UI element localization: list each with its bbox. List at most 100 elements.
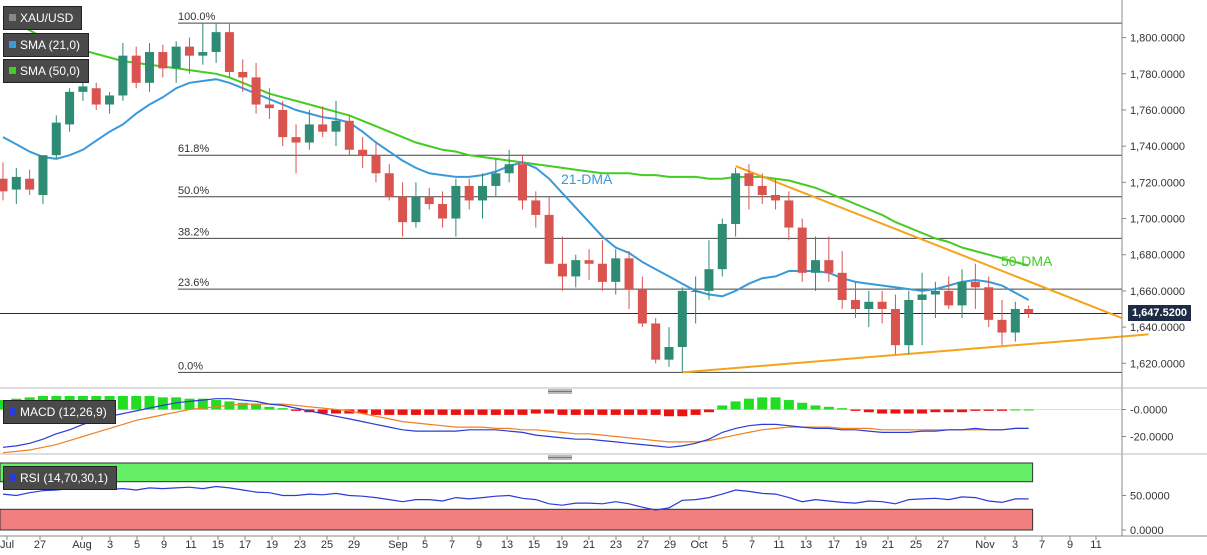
y-tick-label: 1,620.0000 [1130,358,1185,370]
candle-body [238,71,248,78]
legend-macd[interactable]: MACD (12,26,9) [3,400,116,424]
macd-histogram-bar [464,409,475,415]
macd-histogram-bar [957,409,968,413]
macd-histogram-bar [370,409,381,415]
x-tick-label: 23 [610,539,622,551]
rsi-oversold-band [0,508,1034,531]
x-tick-label: 17 [828,539,840,551]
trendline-support [682,333,1149,374]
macd-histogram-bar [277,408,288,410]
x-tick-label: 29 [348,539,360,551]
x-tick-label: 27 [34,539,46,551]
x-tick-label: 5 [722,539,728,551]
annotation-50dma: 50-DMA [1001,253,1053,269]
candle-body [837,272,847,300]
macd-histogram-bar [544,409,555,414]
macd-histogram-bar [184,398,195,410]
x-tick-label: 11 [773,539,784,551]
candle-body [944,290,954,306]
candle-body [251,77,261,105]
candle-body [557,263,567,277]
legend-sma21[interactable]: SMA (21,0) [3,33,90,57]
candle-body [864,301,874,309]
macd-histogram-bar [823,406,834,410]
candle-body [677,290,687,347]
macd-histogram-bar [557,409,568,415]
candle-body [1010,309,1020,333]
macd-histogram-bar [637,409,648,415]
macd-histogram-bar [1023,409,1034,411]
macd-histogram-bar [211,400,222,410]
candle-body [757,185,767,195]
rsi-y-tick-label: 50.0000 [1130,491,1170,503]
macd-histogram-bar [357,409,368,414]
x-tick-label: 3 [107,539,113,551]
macd-histogram-bar [397,409,408,415]
macd-histogram-bar [610,409,621,415]
candle-body [211,32,221,53]
candle-body [917,294,927,300]
x-tick-label: 17 [239,539,251,551]
candle-body [624,258,634,290]
candle-body [637,289,647,324]
candle-body [171,46,181,69]
rsi-overbought-band [0,462,1034,483]
macd-histogram-bar [171,397,182,410]
macd-histogram-bar [530,409,541,414]
macd-histogram-bar [331,409,341,414]
legend-rsi[interactable]: RSI (14,70,30,1) [3,466,118,490]
macd-histogram-bar [690,409,701,415]
candle-body [850,299,860,309]
candle-body [0,178,8,192]
macd-panel [0,396,1122,454]
macd-histogram-bar [344,409,355,414]
candle-body [478,185,488,201]
macd-histogram-bar [757,397,768,410]
macd-histogram-bar [437,409,448,415]
macd-y-tick-label: -0.0000 [1130,405,1167,417]
x-tick-label: Oct [690,539,707,551]
macd-histogram-bar [943,409,954,413]
macd-histogram-bar [703,409,714,413]
x-tick-label: 25 [321,539,333,551]
macd-histogram-bar [903,409,914,414]
candle-body [224,32,234,72]
candle-body [358,149,368,156]
macd-histogram-bar [650,409,661,415]
y-tick-label: 1,700.0000 [1130,214,1185,226]
y-tick-label: 1,740.0000 [1130,141,1185,153]
y-tick-label: 1,640.0000 [1130,322,1185,334]
macd-signal-line [2,403,1029,454]
macd-histogram-bar [810,405,821,410]
candle-body [145,52,155,83]
legend-sma50[interactable]: SMA (50,0) [3,59,90,83]
x-tick-label: 5 [134,539,140,551]
y-tick-label: 1,800.0000 [1130,33,1185,45]
macd-histogram-bar [890,409,901,414]
legend-symbol[interactable]: XAU/USD [3,6,83,30]
annotation-21dma: 21-DMA [561,171,613,187]
candle-body [278,109,288,138]
x-tick-label: 19 [266,539,278,551]
macd-histogram-bar [157,397,168,410]
macd-histogram-bar [997,409,1007,411]
macd-histogram-bar [624,409,635,415]
candle-body [91,88,101,105]
macd-histogram-bar [850,409,861,411]
candle-body [411,196,421,223]
y-tick-label: 1,720.0000 [1130,177,1185,189]
x-tick-label: 11 [185,539,196,551]
candle-body [584,260,594,264]
sma50-line [2,15,1029,267]
macd-histogram-bar [983,409,994,411]
macd-histogram-bar [863,409,874,413]
x-tick-label: 7 [449,539,455,551]
candle-body [771,195,781,201]
macd-histogram-bar [517,409,528,415]
x-tick-label: 11 [1090,539,1101,551]
x-tick-label: 21 [583,539,595,551]
x-tick-label: Nov [975,539,995,551]
macd-histogram-bar [930,409,941,413]
candle-body [957,281,967,306]
